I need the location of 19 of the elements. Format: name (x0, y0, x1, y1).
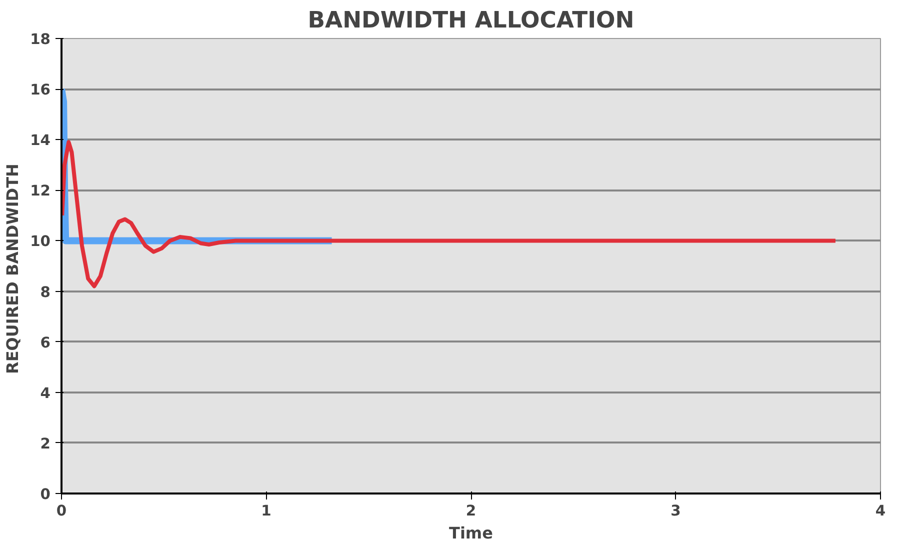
x-tick-label: 4 (875, 502, 886, 520)
y-tick-label: 10 (30, 233, 51, 250)
line-series (62, 140, 838, 288)
y-axis-title: REQUIRED BANDWIDTH (3, 164, 22, 374)
y-tick-label: 8 (40, 284, 51, 301)
x-tick-label: 0 (56, 502, 67, 520)
y-tick-label: 12 (30, 182, 51, 200)
y-tick-label: 2 (40, 435, 51, 452)
y-tick-label: 18 (30, 31, 51, 48)
chart-title: BANDWIDTH ALLOCATION (308, 8, 634, 34)
x-tick-label: 3 (670, 502, 681, 520)
y-tick-label: 6 (40, 334, 51, 352)
x-tick-label: 2 (466, 502, 476, 520)
y-tick-label: 4 (40, 384, 51, 402)
y-tick-label: 16 (30, 82, 51, 99)
y-tick-label: 14 (30, 132, 51, 150)
x-tick-label: 1 (261, 502, 272, 520)
y-tick-label: 0 (40, 486, 51, 503)
x-axis-title: Time (449, 524, 494, 542)
